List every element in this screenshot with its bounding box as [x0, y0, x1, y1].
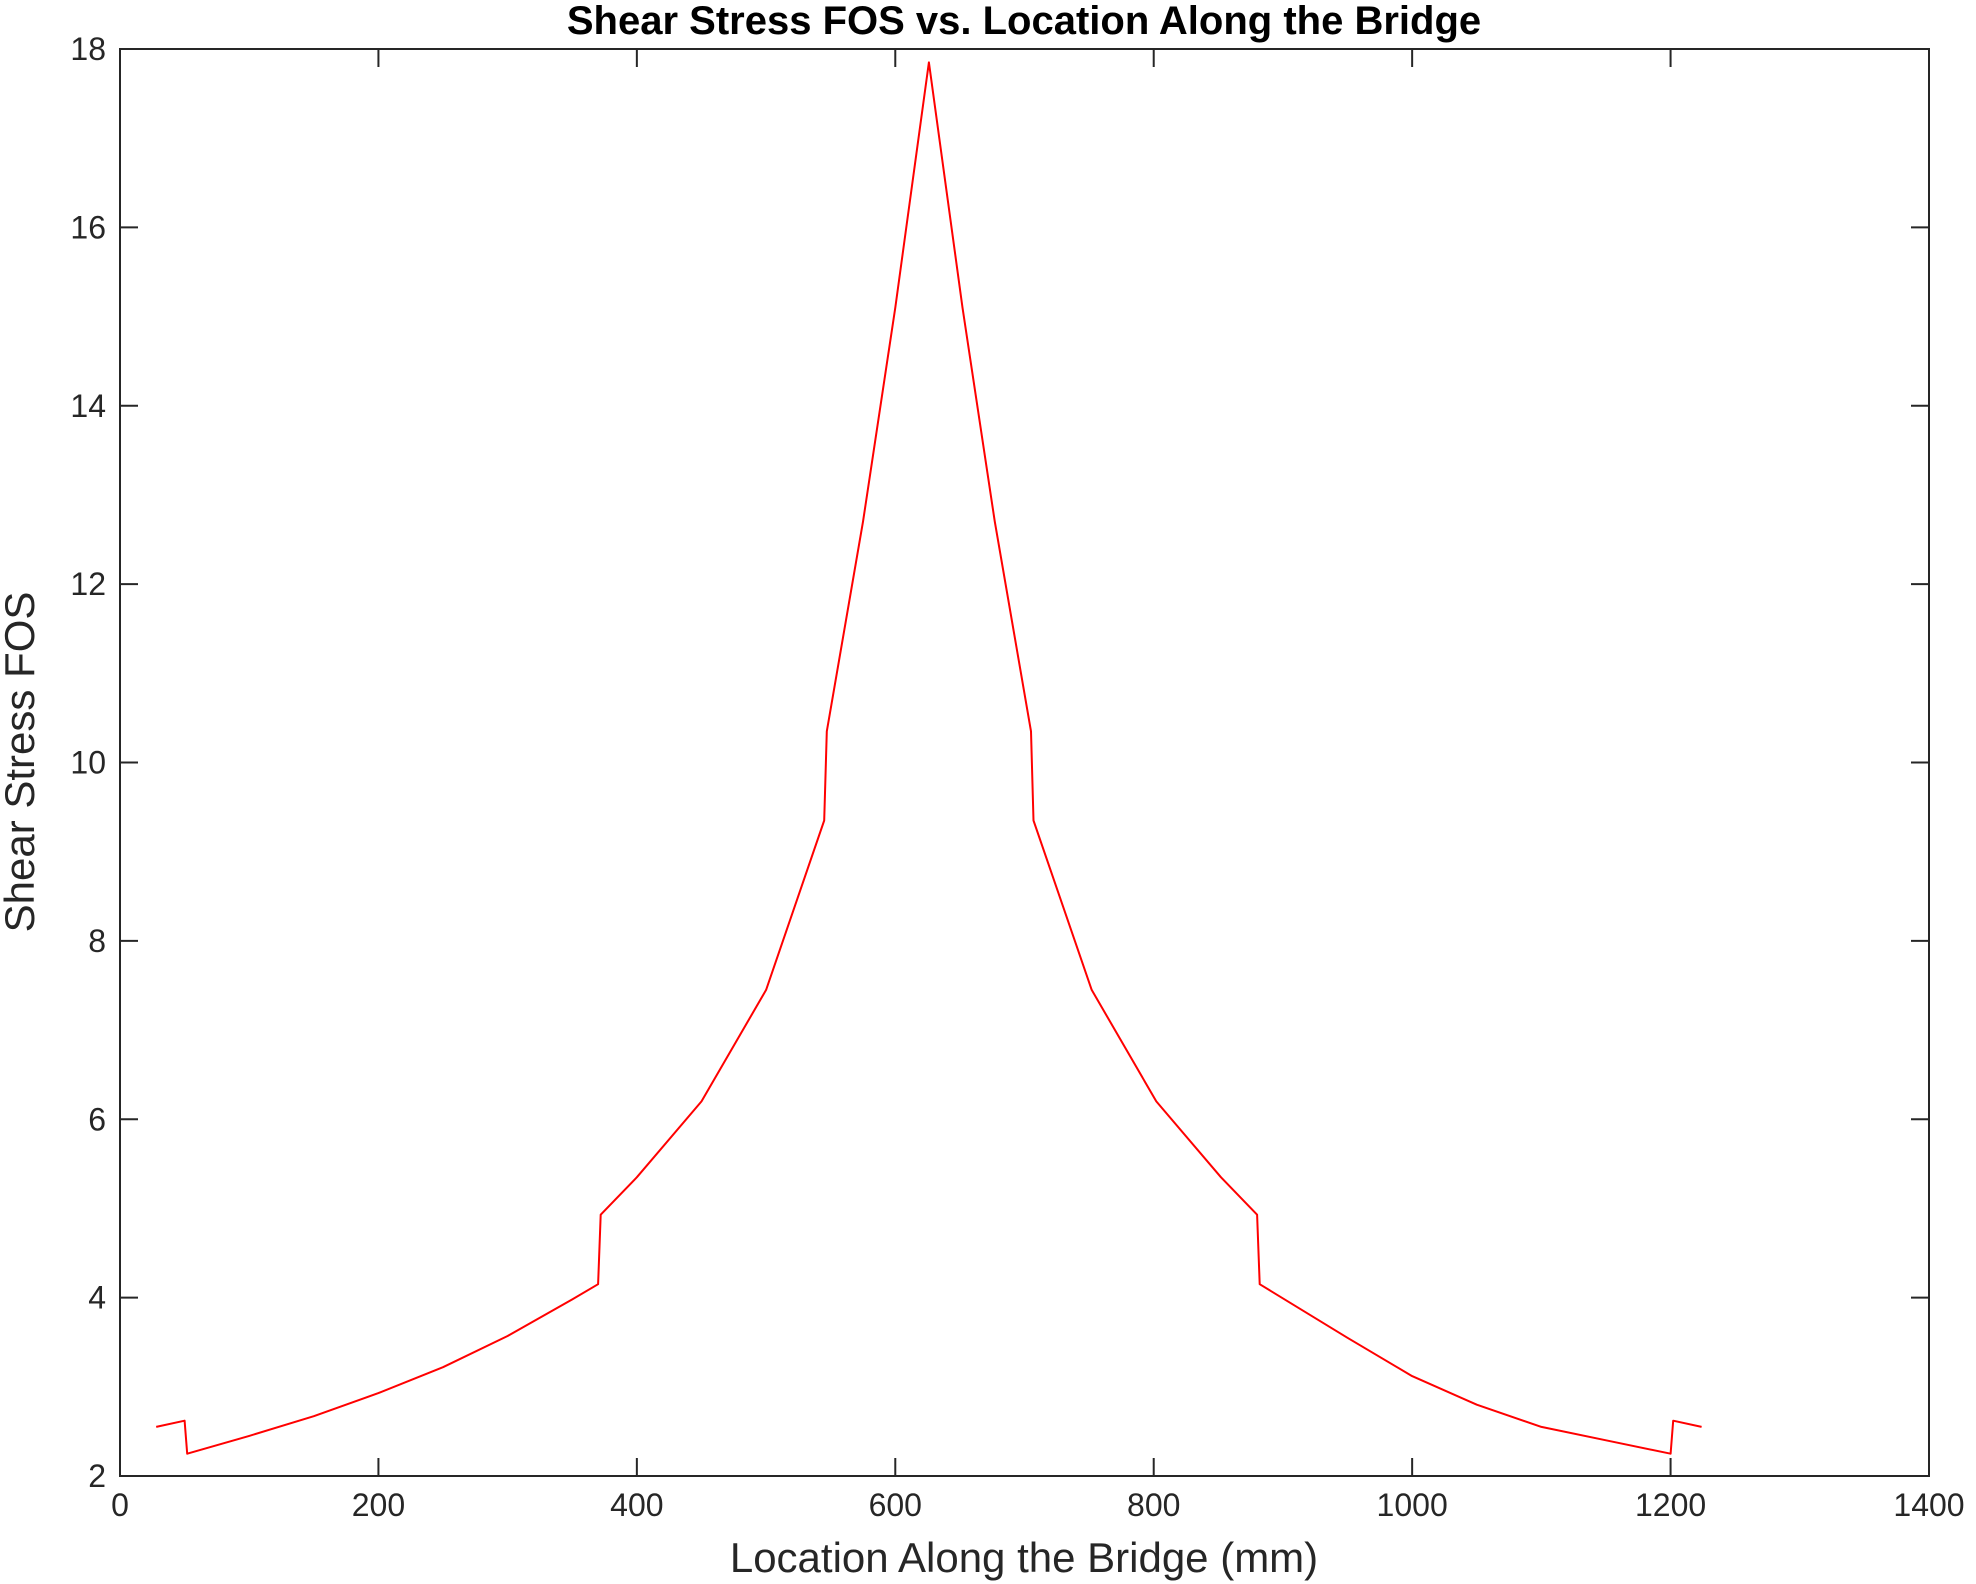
x-tick-label: 0 — [111, 1487, 129, 1523]
x-tick-label: 1200 — [1635, 1487, 1706, 1523]
series-line — [155, 61, 1702, 1455]
y-tick-label: 14 — [70, 388, 106, 424]
tick-labels: 0 200 400 600 800 1000 1200 1400 2 4 6 8 10 12 14 16 18 — [70, 31, 1964, 1523]
y-tick-label: 12 — [70, 566, 106, 602]
x-tick-label: 1000 — [1377, 1487, 1448, 1523]
y-tick-label: 8 — [88, 923, 106, 959]
x-tick-label: 200 — [352, 1487, 405, 1523]
x-tick-label: 400 — [610, 1487, 663, 1523]
y-tick-label: 16 — [70, 209, 106, 245]
y-axis-label: Shear Stress FOS — [0, 592, 43, 933]
y-tick-label: 6 — [88, 1101, 106, 1137]
y-tick-label: 10 — [70, 745, 106, 781]
y-tick-label: 2 — [88, 1458, 106, 1494]
plot-area — [119, 48, 1930, 1477]
y-tick-label: 4 — [88, 1280, 106, 1316]
x-tick-label: 800 — [1127, 1487, 1180, 1523]
x-tick-label: 1400 — [1893, 1487, 1964, 1523]
chart-title: Shear Stress FOS vs. Location Along the … — [567, 0, 1481, 43]
x-tick-label: 600 — [869, 1487, 922, 1523]
y-tick-label: 18 — [70, 31, 106, 67]
x-axis-label: Location Along the Bridge (mm) — [730, 1534, 1318, 1581]
axis-ticks — [119, 48, 1930, 1477]
